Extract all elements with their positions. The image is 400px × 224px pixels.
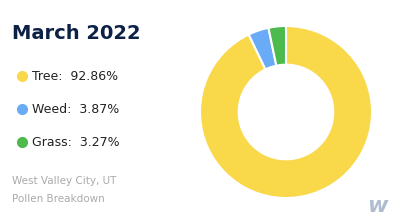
Text: Grass:  3.27%: Grass: 3.27% <box>32 136 120 149</box>
Wedge shape <box>268 26 286 66</box>
Text: Pollen Breakdown: Pollen Breakdown <box>12 194 105 204</box>
Wedge shape <box>200 26 372 198</box>
Text: Tree:  92.86%: Tree: 92.86% <box>32 69 118 82</box>
Text: w: w <box>368 196 388 216</box>
Text: West Valley City, UT: West Valley City, UT <box>12 176 116 186</box>
Wedge shape <box>249 28 276 69</box>
Text: Weed:  3.87%: Weed: 3.87% <box>32 103 119 116</box>
Text: March 2022: March 2022 <box>12 24 141 43</box>
